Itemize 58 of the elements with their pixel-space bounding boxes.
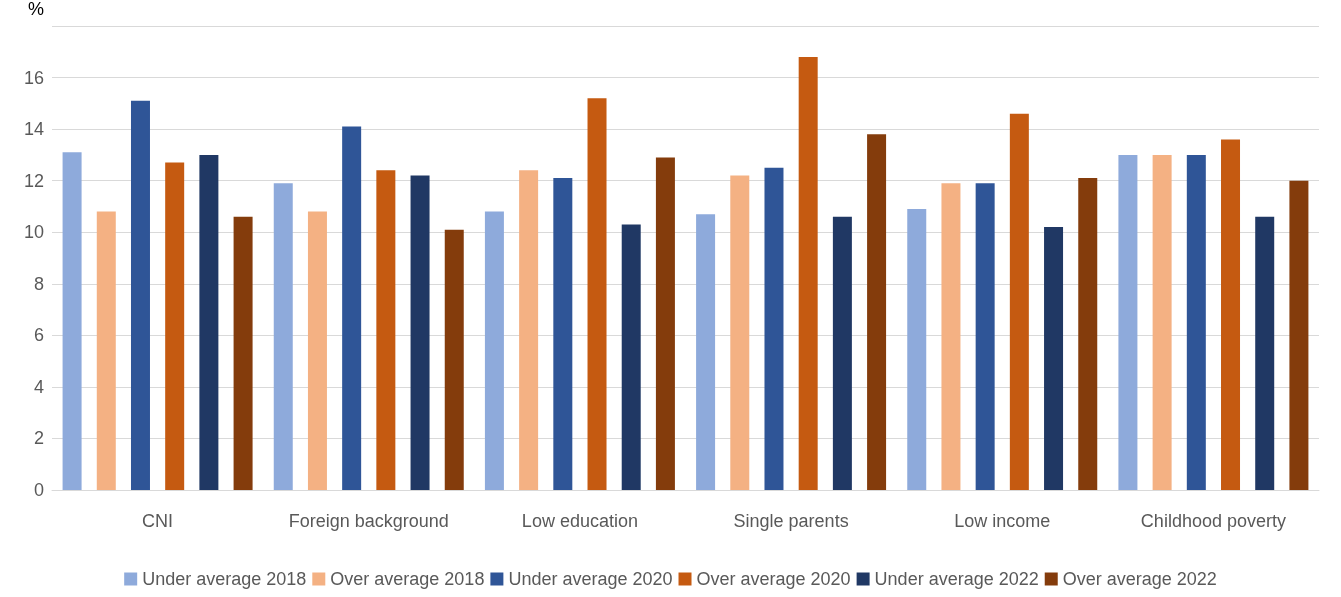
x-tick-label: Low income	[954, 511, 1051, 531]
legend-label: Under average 2020	[508, 569, 673, 589]
bar	[1078, 178, 1098, 490]
bar	[233, 216, 253, 490]
bar	[165, 162, 185, 490]
x-tick-label: Single parents	[733, 511, 849, 531]
bar	[444, 229, 464, 490]
x-tick-label: Foreign background	[288, 511, 449, 531]
bar	[587, 98, 607, 490]
bar	[867, 134, 887, 490]
bar	[342, 126, 362, 490]
legend-label: Under average 2018	[142, 569, 307, 589]
bar	[1221, 139, 1241, 490]
bar	[764, 167, 784, 490]
bar	[1186, 154, 1206, 490]
bar	[1044, 227, 1064, 490]
bar	[1152, 154, 1172, 490]
y-tick-label: 2	[33, 428, 44, 449]
bar	[1118, 154, 1138, 490]
bar	[130, 100, 150, 490]
bar	[199, 154, 219, 490]
bar	[553, 178, 573, 490]
bar	[519, 170, 539, 490]
bar	[730, 175, 750, 490]
legend-label: Over average 2018	[330, 569, 485, 589]
bar	[1009, 113, 1029, 490]
bar	[376, 170, 396, 490]
bar	[696, 214, 716, 490]
y-tick-label: 10	[23, 222, 44, 243]
y-tick-label: 8	[33, 273, 44, 294]
bar	[62, 152, 82, 490]
y-tick-label: 12	[23, 170, 44, 191]
bar	[484, 211, 504, 490]
legend-label: Over average 2022	[1062, 569, 1217, 589]
bar	[621, 224, 641, 490]
bar	[941, 183, 961, 490]
bar	[832, 216, 852, 490]
y-tick-label: 6	[33, 325, 44, 346]
y-tick-label: 4	[33, 376, 44, 397]
bar	[96, 211, 116, 490]
x-tick-label: Childhood poverty	[1140, 511, 1286, 531]
bar	[273, 183, 293, 490]
legend-label: Under average 2022	[874, 569, 1039, 589]
bar	[1289, 180, 1309, 490]
legend-label: Over average 2020	[696, 569, 851, 589]
y-tick-label: 16	[23, 67, 44, 88]
bar	[655, 157, 675, 490]
y-axis-title: %	[27, 0, 44, 19]
bar	[907, 209, 927, 490]
bar	[1255, 216, 1275, 490]
x-tick-label: CNI	[142, 511, 174, 531]
y-tick-label: 0	[33, 480, 44, 500]
x-tick-label: Low education	[521, 511, 638, 531]
bar	[975, 183, 995, 490]
bar	[410, 175, 430, 490]
bar	[798, 56, 818, 490]
bar	[307, 211, 327, 490]
y-tick-label: 14	[23, 119, 44, 140]
